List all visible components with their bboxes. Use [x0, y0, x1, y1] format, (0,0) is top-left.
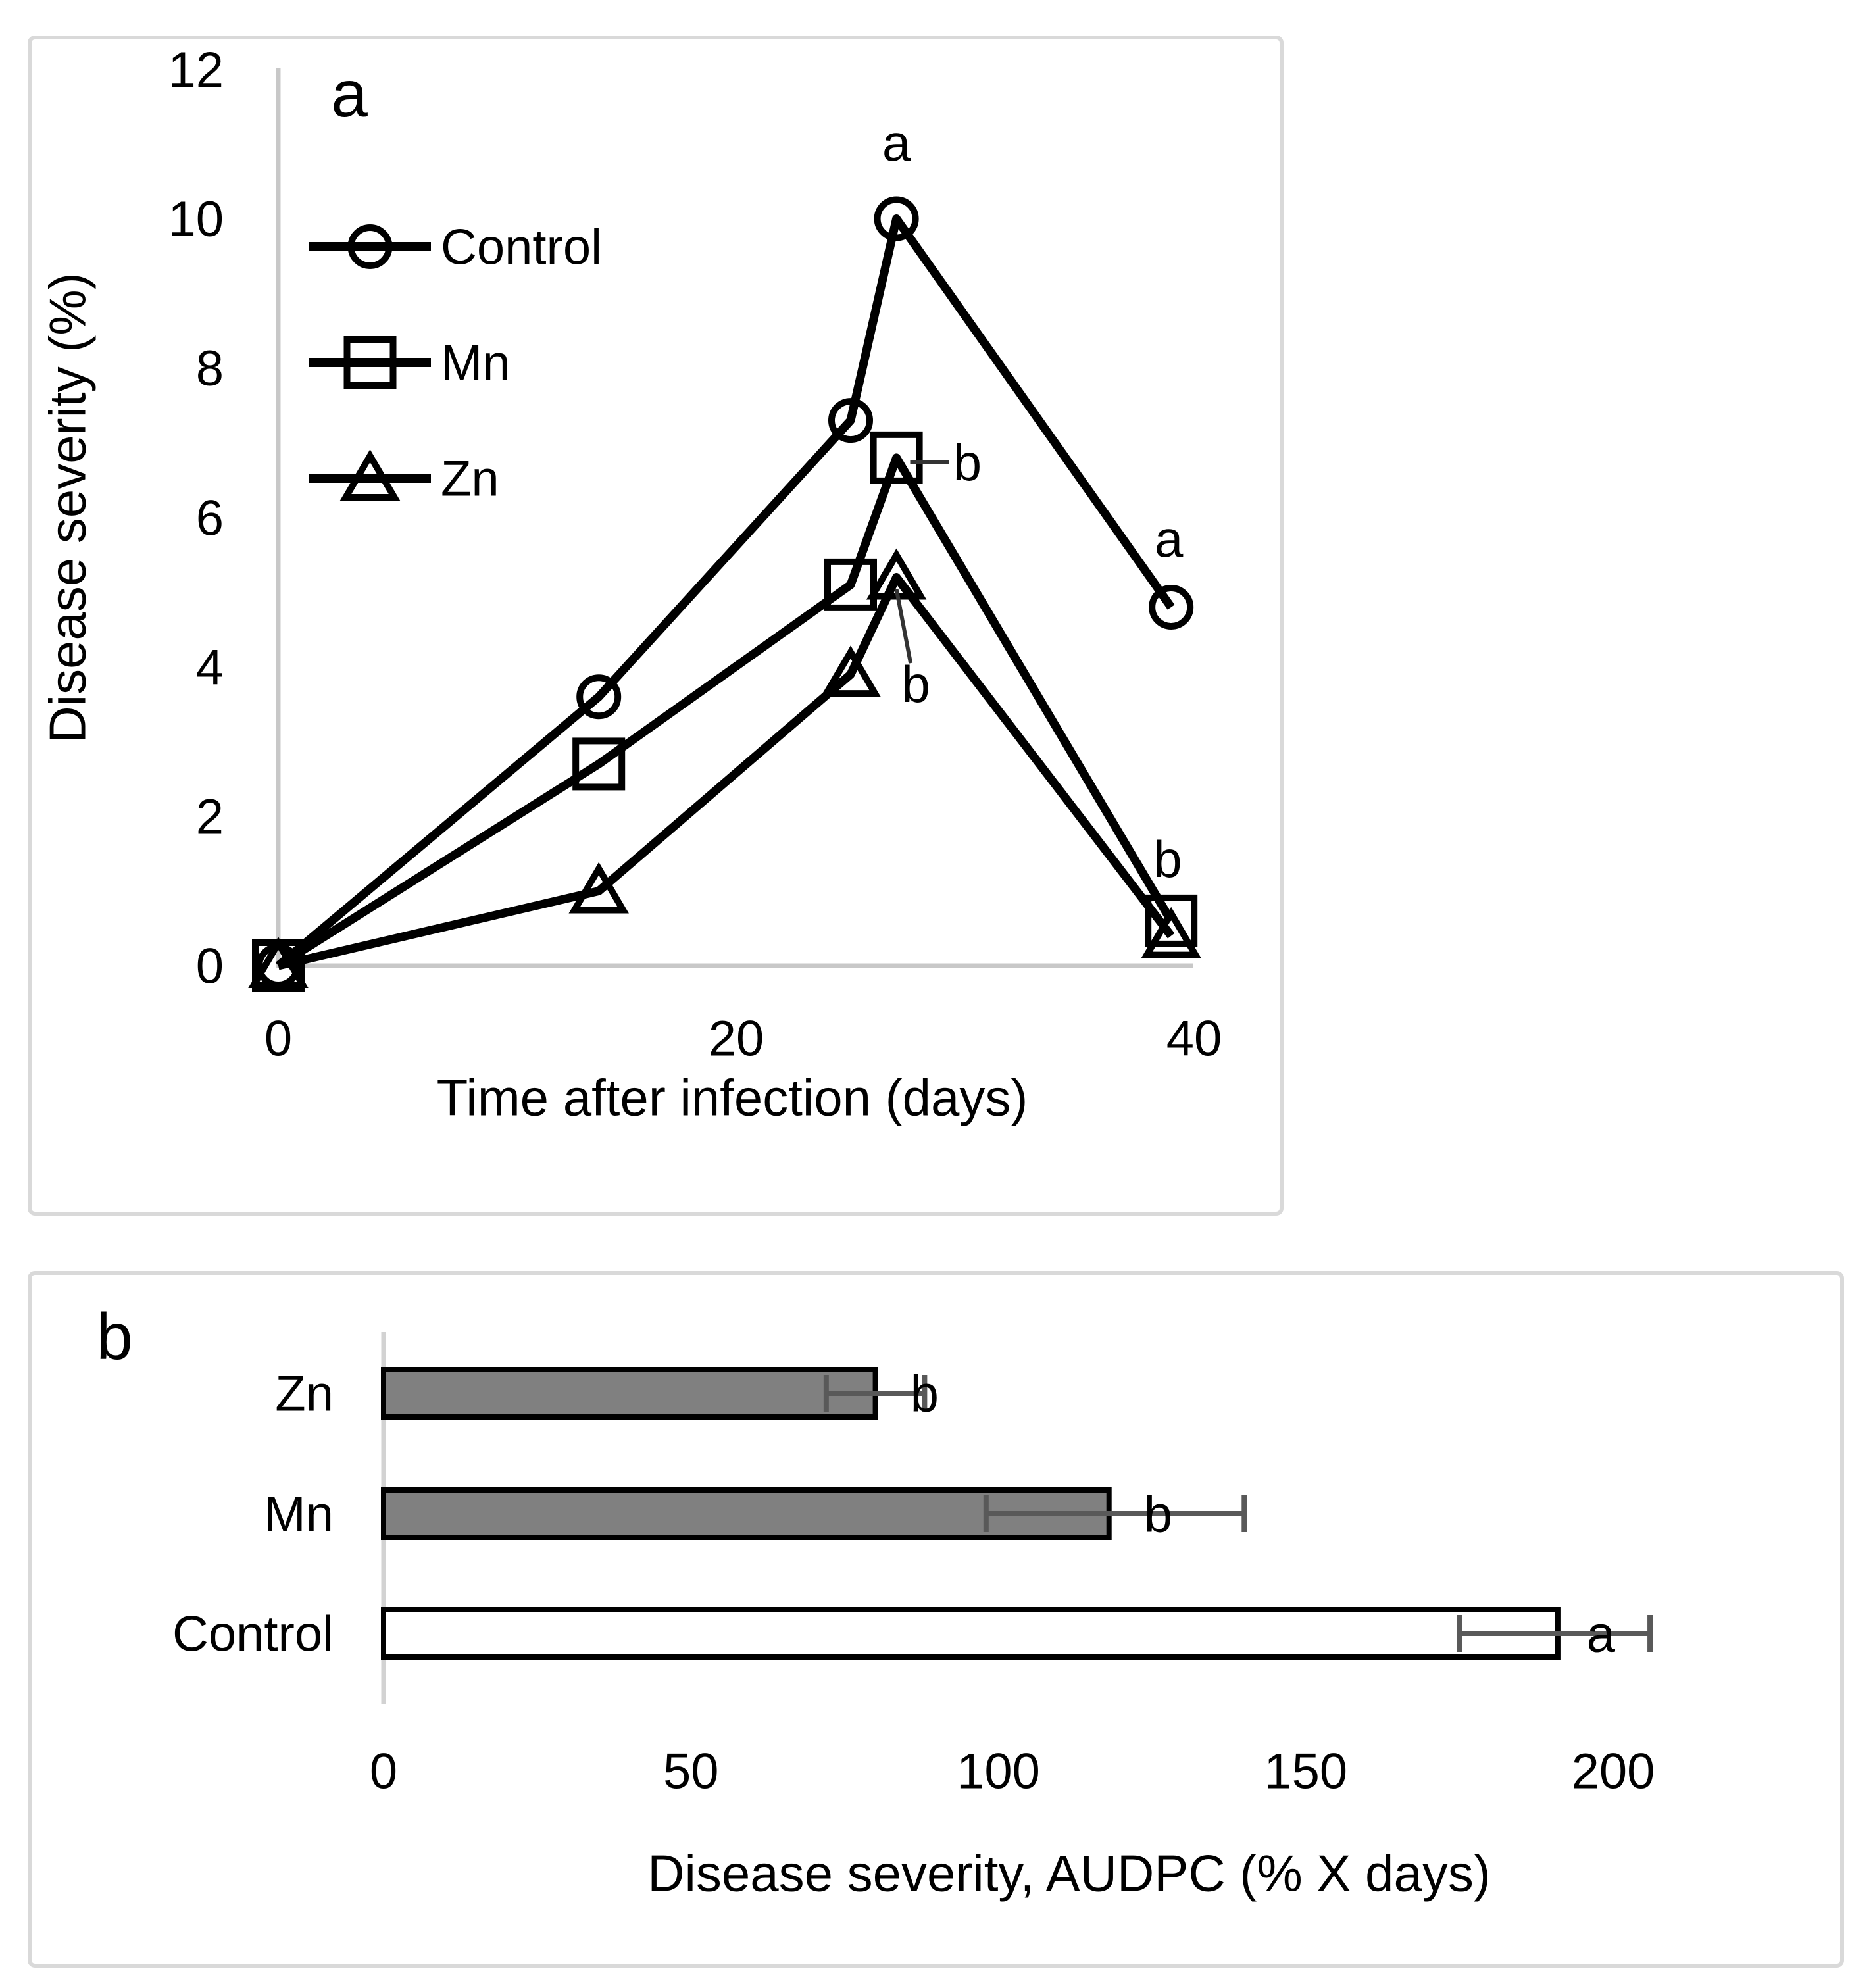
- panel-a-label: a: [331, 57, 368, 131]
- a-y-tick-label: 8: [196, 341, 224, 397]
- significance-letter-b-panel: a: [1587, 1604, 1616, 1662]
- data-point-control-circle-marker: [1149, 584, 1194, 630]
- data-point-zn-triangle-marker: [820, 645, 881, 697]
- data-point-control-circle-marker: [576, 674, 622, 720]
- a-x-tick-label: 40: [1166, 1011, 1222, 1067]
- panel-a-border: [28, 36, 1284, 1216]
- b-category-label-control: Control: [172, 1606, 334, 1662]
- significance-letter-a-panel: b: [901, 655, 930, 713]
- significance-letter-a-panel: b: [953, 434, 982, 491]
- b-x-tick-label: 200: [1572, 1744, 1655, 1800]
- legend-triangle-icon: [339, 449, 401, 501]
- significance-letter-b-panel: b: [911, 1364, 939, 1422]
- series-line-control: [275, 214, 1175, 969]
- a-y-axis-title: Disease severity (%): [38, 272, 96, 743]
- data-point-zn-triangle-marker: [248, 937, 309, 988]
- data-point-mn-square-marker: [572, 737, 626, 791]
- significance-letter-a-panel: b: [1153, 830, 1182, 888]
- a-x-tick-label: 0: [264, 1011, 292, 1067]
- legend-item-control: Control: [309, 220, 602, 276]
- b-x-axis-title: Disease severity, AUDPC (% X days): [647, 1844, 1491, 1902]
- a-y-tick-label: 0: [196, 939, 224, 995]
- a-y-tick-label: 2: [196, 789, 224, 845]
- annotation-leader-line: [894, 589, 913, 664]
- legend-label-zn: Zn: [441, 451, 499, 507]
- data-point-zn-triangle-marker: [568, 862, 629, 914]
- series-line-zn: [277, 573, 1175, 970]
- data-point-mn-square-marker: [870, 431, 923, 484]
- significance-letter-b-panel: b: [1144, 1485, 1172, 1543]
- data-point-mn-square-marker: [824, 558, 877, 611]
- legend-item-mn: Mn: [309, 335, 511, 391]
- data-point-control-circle-marker: [874, 196, 919, 241]
- bar-chart-audpc: b Zn b Mn a Control 0 50 100 150 200 Disease severi…: [172, 1332, 1655, 1902]
- b-x-tick-label: 150: [1264, 1744, 1347, 1800]
- data-point-zn-triangle-marker: [1141, 907, 1201, 958]
- data-point-mn-square-marker: [1145, 894, 1198, 947]
- legend-circle-icon: [347, 224, 393, 269]
- line-chart-disease-severity: 0 2 4 6 8 10 12 0 20 40 Time after infection (days…: [38, 42, 1222, 1126]
- legend-label-control: Control: [441, 220, 602, 276]
- b-x-tick-label: 100: [957, 1744, 1040, 1800]
- a-x-tick-label: 20: [709, 1011, 764, 1067]
- legend-square-icon: [343, 336, 397, 389]
- panel-b-label: b: [96, 1300, 133, 1374]
- significance-letter-a-panel: a: [882, 114, 911, 172]
- b-category-label-mn: Mn: [264, 1487, 334, 1543]
- bar-zn: [381, 1367, 878, 1420]
- legend-item-zn: Zn: [309, 449, 499, 507]
- panel-b-border: [28, 1271, 1844, 1968]
- b-x-tick-label: 0: [370, 1744, 397, 1800]
- a-x-axis-title: Time after infection (days): [437, 1068, 1028, 1126]
- b-x-tick-label: 50: [663, 1744, 719, 1800]
- a-y-tick-label: 4: [196, 639, 224, 695]
- b-category-label-zn: Zn: [275, 1366, 334, 1422]
- a-y-tick-label: 6: [196, 490, 224, 546]
- significance-letter-a-panel: a: [1155, 510, 1184, 568]
- bar-control: [381, 1607, 1561, 1660]
- a-y-tick-label: 12: [168, 42, 224, 98]
- data-point-control-circle-marker: [828, 398, 873, 443]
- a-y-tick-label: 10: [168, 191, 224, 247]
- legend-label-mn: Mn: [441, 335, 511, 391]
- series-line-mn: [276, 453, 1175, 970]
